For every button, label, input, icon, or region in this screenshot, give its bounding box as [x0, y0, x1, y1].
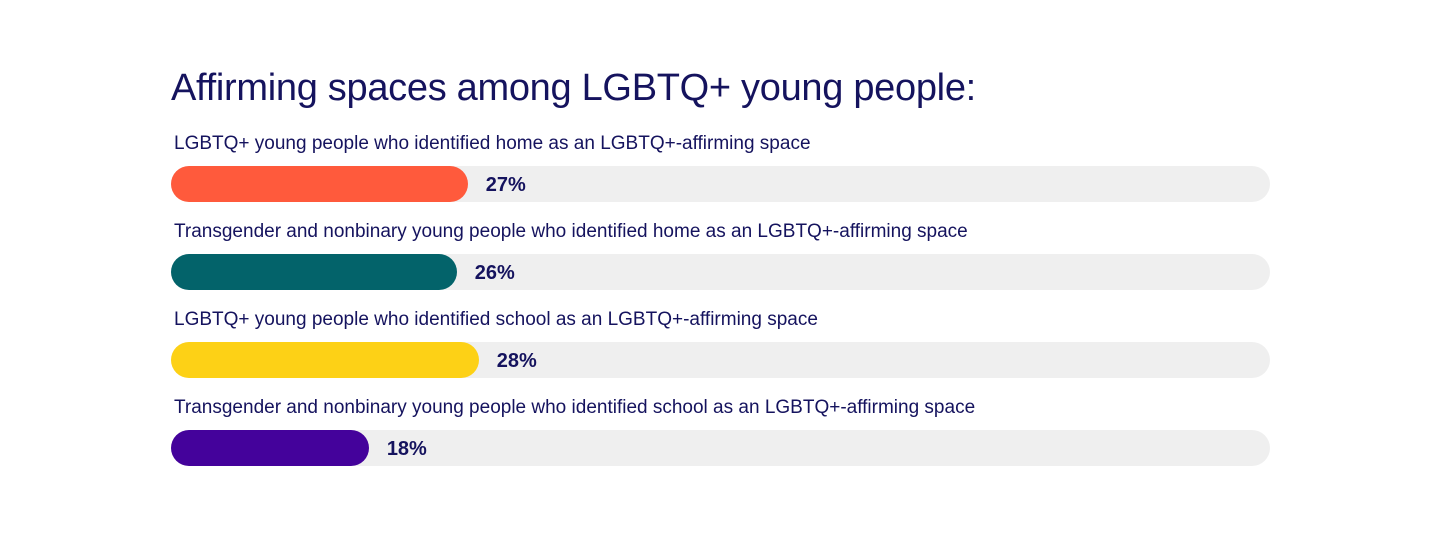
bar-row: Transgender and nonbinary young people w…: [171, 220, 1270, 308]
value-label: 27%: [485, 174, 526, 196]
bar: [171, 166, 468, 202]
category-label: LGBTQ+ young people who identified schoo…: [174, 309, 818, 330]
bar-row: LGBTQ+ young people who identified home …: [171, 132, 1270, 220]
value-label: 18%: [386, 438, 427, 460]
bar-track: 26%: [171, 254, 1270, 290]
bar: [171, 342, 479, 378]
bar-rows: LGBTQ+ young people who identified home …: [171, 132, 1270, 484]
bar-track: 28%: [171, 342, 1270, 378]
category-label: LGBTQ+ young people who identified home …: [174, 133, 811, 154]
category-label: Transgender and nonbinary young people w…: [174, 221, 968, 242]
chart-title: Affirming spaces among LGBTQ+ young peop…: [171, 67, 976, 109]
bar: [171, 430, 369, 466]
bar-chart: Affirming spaces among LGBTQ+ young peop…: [171, 64, 1270, 484]
bar: [171, 254, 457, 290]
bar-track: 27%: [171, 166, 1270, 202]
category-label: Transgender and nonbinary young people w…: [174, 397, 976, 418]
bar-track: 18%: [171, 430, 1270, 466]
value-label: 26%: [474, 262, 515, 284]
bar-row: LGBTQ+ young people who identified schoo…: [171, 308, 1270, 396]
bar-row: Transgender and nonbinary young people w…: [171, 396, 1270, 484]
value-label: 28%: [496, 350, 537, 372]
